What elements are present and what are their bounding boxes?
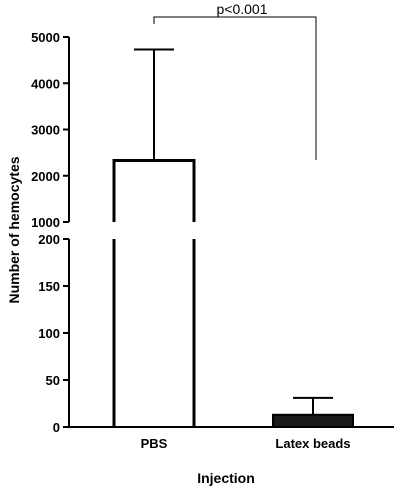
bars-group (112, 158, 354, 428)
x-tick-label-pbs: PBS (141, 436, 168, 451)
significance-bracket (153, 16, 317, 160)
y-lower-tick-label-0: 0 (53, 420, 60, 435)
bar-pbs-upper (112, 158, 196, 222)
y-upper-tick-label-2000: 2000 (31, 169, 60, 184)
y-lower-tick-label-150: 150 (38, 279, 60, 294)
x-tick-label-latex-beads: Latex beads (275, 436, 350, 451)
y-lower-tick-label-100: 100 (38, 326, 60, 341)
y-lower-tick-label-50: 50 (46, 373, 60, 388)
bar-pbs-lower (112, 239, 196, 427)
y-upper-tick-label-5000: 5000 (31, 30, 60, 45)
y-lower-tick-label-200: 200 (38, 232, 60, 247)
y-upper-tick-label-3000: 3000 (31, 123, 60, 138)
y-axis-label: Number of hemocytes (6, 156, 22, 303)
y-upper-tick-label-4000: 4000 (31, 76, 60, 91)
x-axis-label: Injection (197, 470, 255, 486)
p-value-label: p<0.001 (217, 1, 268, 17)
y-upper-tick-label-1000: 1000 (31, 215, 60, 230)
tick-group: 0 50 100 150 200 1000 2000 3000 4000 5000 PBS Latex… (31, 30, 351, 451)
error-bars-group (134, 48, 333, 415)
significance-group: p<0.001 (153, 1, 317, 160)
bar-latex-beads (272, 413, 354, 428)
axes (68, 37, 394, 428)
